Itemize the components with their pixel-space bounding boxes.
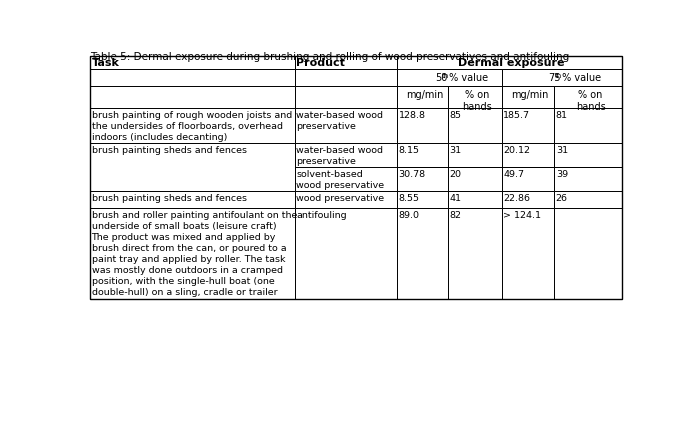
Text: 8.55: 8.55	[398, 193, 419, 202]
Bar	[397, 57, 623, 70]
Bar	[502, 209, 554, 299]
Text: 49.7: 49.7	[503, 170, 524, 178]
Text: 39: 39	[556, 170, 568, 178]
Text: 82: 82	[450, 210, 461, 219]
Text: 26: 26	[556, 193, 568, 202]
Text: 89.0: 89.0	[398, 210, 419, 219]
Bar	[554, 192, 623, 209]
Bar	[448, 209, 502, 299]
Bar	[397, 192, 448, 209]
Bar	[90, 144, 295, 192]
Text: mg/min: mg/min	[512, 89, 549, 100]
Text: water-based wood
preservative: water-based wood preservative	[296, 146, 383, 166]
Bar	[295, 144, 397, 192]
Text: brush painting sheds and fences: brush painting sheds and fences	[92, 193, 247, 202]
Bar	[554, 87, 623, 109]
Bar	[502, 109, 554, 144]
Bar	[502, 87, 554, 109]
Bar	[554, 168, 623, 192]
Text: 185.7: 185.7	[503, 110, 530, 119]
Text: th: th	[555, 72, 562, 79]
Bar	[397, 209, 448, 299]
Bar	[554, 209, 623, 299]
Bar	[295, 70, 397, 87]
Text: 20: 20	[450, 170, 461, 178]
Bar	[554, 144, 623, 168]
Text: brush and roller painting antifoulant on the
underside of small boats (leisure c: brush and roller painting antifoulant on…	[92, 210, 297, 296]
Text: 85: 85	[450, 110, 461, 119]
Text: 41: 41	[450, 193, 461, 202]
Bar	[397, 70, 502, 87]
Bar	[448, 87, 502, 109]
Text: 31: 31	[450, 146, 461, 155]
Text: 20.12: 20.12	[503, 146, 530, 155]
Bar	[90, 57, 623, 299]
Bar	[90, 70, 295, 87]
Bar	[448, 192, 502, 209]
Text: 22.86: 22.86	[503, 193, 530, 202]
Text: 8.15: 8.15	[398, 146, 419, 155]
Text: 75: 75	[548, 72, 560, 83]
Bar	[90, 192, 295, 209]
Bar	[554, 109, 623, 144]
Bar	[502, 70, 623, 87]
Text: th: th	[442, 72, 450, 79]
Text: solvent-based
wood preservative: solvent-based wood preservative	[296, 170, 384, 190]
Text: antifouling: antifouling	[296, 210, 347, 219]
Bar	[295, 192, 397, 209]
Bar	[502, 192, 554, 209]
Bar	[90, 57, 295, 70]
Bar	[90, 87, 295, 109]
Text: % value: % value	[446, 72, 488, 83]
Text: % on
hands: % on hands	[575, 89, 605, 112]
Text: > 124.1: > 124.1	[503, 210, 541, 219]
Text: Table 5: Dermal exposure during brushing and rolling of wood preservatives and a: Table 5: Dermal exposure during brushing…	[90, 52, 569, 62]
Text: Dermal exposure: Dermal exposure	[458, 58, 564, 68]
Bar	[397, 168, 448, 192]
Bar	[502, 144, 554, 168]
Bar	[448, 168, 502, 192]
Text: brush painting of rough wooden joists and
the undersides of floorboards, overhea: brush painting of rough wooden joists an…	[92, 110, 292, 141]
Text: brush painting sheds and fences: brush painting sheds and fences	[92, 146, 247, 155]
Text: 50: 50	[435, 72, 448, 83]
Text: 31: 31	[556, 146, 568, 155]
Text: mg/min: mg/min	[406, 89, 443, 100]
Bar	[90, 209, 295, 299]
Bar	[397, 109, 448, 144]
Text: 81: 81	[556, 110, 568, 119]
Bar	[295, 87, 397, 109]
Text: % on
hands: % on hands	[462, 89, 492, 112]
Text: Product: Product	[296, 58, 345, 68]
Bar	[397, 87, 448, 109]
Bar	[397, 144, 448, 168]
Text: wood preservative: wood preservative	[296, 193, 384, 202]
Bar	[295, 57, 397, 70]
Text: water-based wood
preservative: water-based wood preservative	[296, 110, 383, 130]
Bar	[502, 168, 554, 192]
Text: % value: % value	[559, 72, 601, 83]
Bar	[448, 109, 502, 144]
Text: 30.78: 30.78	[398, 170, 425, 178]
Bar	[295, 209, 397, 299]
Bar	[295, 109, 397, 144]
Text: Task: Task	[92, 58, 120, 68]
Bar	[90, 109, 295, 144]
Text: 128.8: 128.8	[398, 110, 425, 119]
Bar	[448, 144, 502, 168]
